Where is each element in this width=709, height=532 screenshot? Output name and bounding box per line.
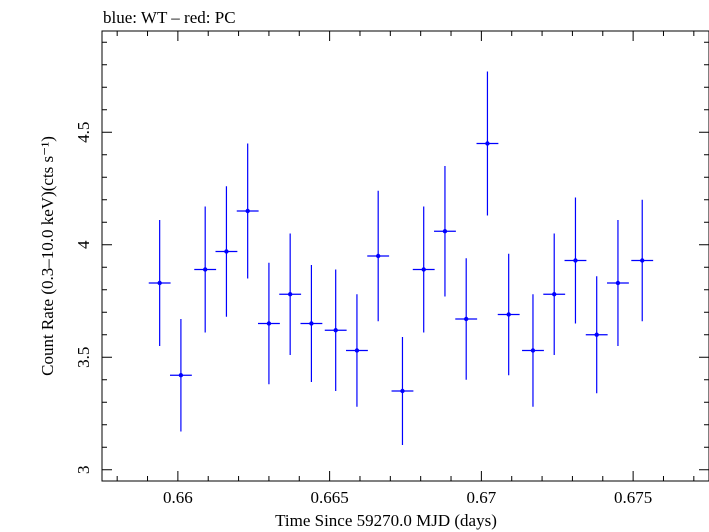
data-point — [506, 312, 511, 317]
y-axis-label: Count Rate (0.3–10.0 keV)(cts s⁻¹) — [38, 136, 57, 376]
data-point — [640, 258, 645, 263]
data-point — [245, 208, 250, 214]
data-point — [615, 280, 621, 286]
x-tick-label: 0.675 — [614, 488, 652, 507]
y-tick-label: 4.5 — [74, 122, 93, 143]
data-point — [375, 253, 381, 259]
chart-header: blue: WT – red: PC — [103, 8, 236, 27]
data-point — [266, 321, 272, 326]
data-point — [594, 332, 599, 337]
data-point — [552, 292, 557, 297]
data-point — [354, 348, 360, 353]
data-point — [287, 292, 293, 297]
x-tick-label: 0.665 — [311, 488, 349, 507]
data-point — [400, 388, 405, 394]
data-point — [178, 373, 184, 378]
data-point — [530, 348, 536, 353]
x-axis-label: Time Since 59270.0 MJD (days) — [275, 511, 497, 530]
data-point — [421, 267, 426, 272]
data-point — [224, 249, 229, 254]
x-tick-label: 0.67 — [467, 488, 497, 507]
data-point — [464, 316, 469, 322]
data-point — [202, 267, 208, 272]
plot-frame — [101, 30, 709, 482]
axis-tick-labels: 0.66 0.665 0.67 0.675 3 3.5 4 4.5 — [74, 122, 652, 507]
data-point — [333, 328, 338, 333]
data-point — [442, 229, 448, 234]
y-tick-label: 3 — [74, 466, 93, 475]
y-tick-label: 4 — [74, 240, 93, 249]
x-tick-label: 0.66 — [163, 488, 193, 507]
data-point — [157, 280, 162, 286]
axis-ticks — [102, 31, 709, 481]
data-points — [148, 71, 654, 445]
data-point — [309, 321, 314, 326]
data-point — [485, 141, 490, 146]
data-point — [573, 258, 578, 263]
y-tick-label: 3.5 — [74, 347, 93, 368]
